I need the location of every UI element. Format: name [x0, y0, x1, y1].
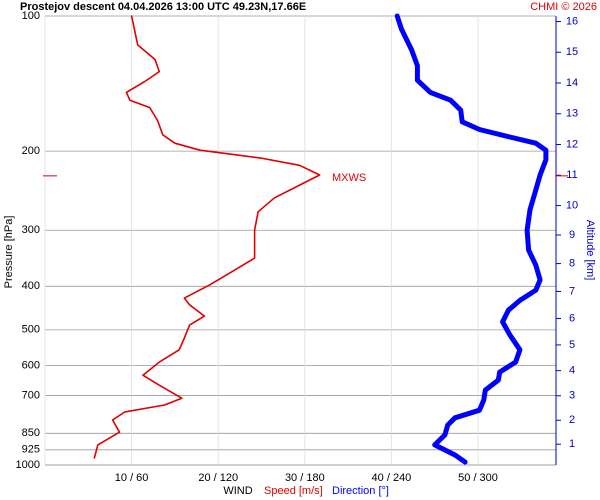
y-tick-label: 500 [22, 324, 40, 336]
y-tick-label: 100 [22, 10, 40, 22]
y-tick-label: 400 [22, 280, 40, 292]
y2-tick-label: 3 [569, 390, 575, 402]
legend-label: Direction [°] [332, 485, 389, 497]
y-tick-label: 1000 [16, 459, 40, 471]
y2-tick-label: 13 [566, 108, 578, 120]
y-tick-label: 925 [22, 444, 40, 456]
x-tick-label: 40 / 240 [372, 472, 412, 484]
credit: CHMI © 2026 [530, 1, 597, 13]
y2-tick-label: 12 [566, 138, 578, 150]
annotation: MXWS [332, 172, 366, 184]
y2-tick-label: 11 [566, 169, 577, 181]
y2-tick-label: 8 [569, 258, 575, 270]
x-tick-label: 20 / 120 [198, 472, 238, 484]
x-tick-label: 50 / 300 [458, 472, 498, 484]
y-tick-label: 700 [22, 389, 40, 401]
y2-tick-label: 2 [569, 414, 575, 426]
y2-tick-label: 5 [569, 339, 575, 351]
y2-tick-label: 15 [566, 46, 578, 58]
y-axis-label: Pressure [hPa] [3, 216, 15, 289]
series-line [93, 15, 321, 459]
y2-tick-label: 14 [566, 77, 578, 89]
x-axis-label: WIND [223, 485, 252, 497]
x-tick-label: 10 / 60 [115, 472, 149, 484]
y-tick-label: 200 [22, 145, 40, 157]
chart-title: Prostejov descent 04.04.2026 13:00 UTC 4… [20, 1, 306, 13]
series-line [394, 13, 549, 465]
y-tick-label: 850 [22, 427, 40, 439]
y2-tick-label: 7 [569, 285, 575, 297]
y2-tick-label: 10 [566, 199, 578, 211]
y2-tick-label: 6 [569, 312, 575, 324]
x-tick-label: 30 / 180 [285, 472, 325, 484]
y2-axis-label: Altitude [km] [584, 220, 596, 281]
y2-tick-label: 1 [569, 438, 575, 450]
legend-label: Speed [m/s] [264, 485, 323, 497]
y2-tick-label: 4 [569, 365, 575, 377]
y2-tick-label: 16 [566, 15, 578, 27]
y-tick-label: 600 [22, 359, 40, 371]
y2-tick-label: 9 [569, 229, 575, 241]
y-tick-label: 300 [22, 224, 40, 236]
